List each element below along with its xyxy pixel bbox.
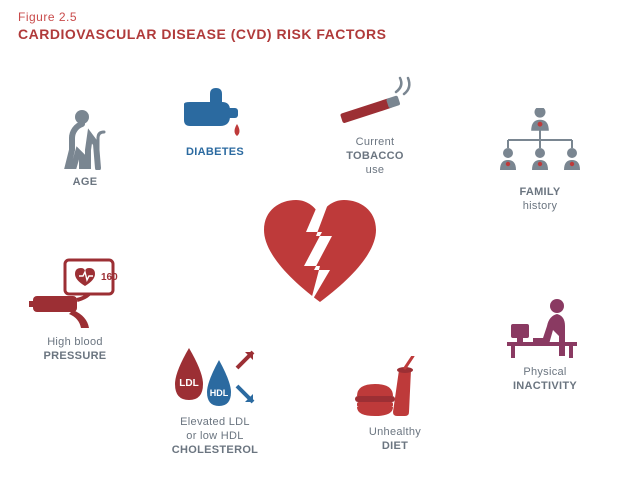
svg-text:HDL: HDL — [210, 388, 229, 398]
factor-label-line: Unhealthy — [369, 426, 421, 438]
person-at-desk-icon — [503, 298, 587, 360]
factor-pressure: 160 High blood PRESSURE — [10, 268, 140, 364]
factor-label-line: Physical — [523, 366, 566, 378]
factor-label-diet: Unhealthy DIET — [369, 426, 421, 454]
factor-cholesterol: LDL HDL Elevated LDL or low HDL CHOLESTERO… — [150, 348, 280, 457]
factor-label-inactivity: Physical INACTIVITY — [513, 366, 577, 394]
factor-label-line: DIET — [382, 440, 408, 452]
bp-cuff-icon: 160 — [29, 268, 121, 330]
factor-label-line: TOBACCO — [346, 150, 404, 162]
factor-label-line: or low HDL — [186, 430, 243, 442]
factor-diabetes: DIABETES — [150, 78, 280, 160]
factor-label-cholesterol: Elevated LDL or low HDL CHOLESTEROL — [172, 416, 258, 457]
factor-label-pressure: High blood PRESSURE — [44, 336, 107, 364]
factor-label-line: Current — [356, 136, 395, 148]
factor-label-line: PRESSURE — [44, 350, 107, 362]
factor-tobacco: Current TOBACCO use — [310, 68, 440, 177]
elderly-cane-icon — [58, 108, 112, 170]
factor-label-line: CHOLESTEROL — [172, 444, 258, 456]
factor-label-line: use — [366, 164, 385, 176]
ldl-hdl-drops-icon: LDL HDL — [167, 348, 263, 410]
factor-label-line: Elevated LDL — [180, 416, 250, 428]
factor-label-line: DIABETES — [186, 146, 244, 158]
burger-soda-icon — [353, 358, 437, 420]
factor-age: AGE — [20, 108, 150, 190]
cigarette-smoke-icon — [334, 68, 416, 130]
factor-label-line: history — [523, 200, 558, 212]
factor-label-tobacco: Current TOBACCO use — [346, 136, 404, 177]
header: Figure 2.5 CARDIOVASCULAR DISEASE (CVD) … — [0, 0, 640, 42]
factor-diet: Unhealthy DIET — [330, 358, 460, 454]
factor-inactivity: Physical INACTIVITY — [480, 298, 610, 394]
family-tree-icon — [492, 118, 588, 180]
factor-label-age: AGE — [73, 176, 98, 190]
broken-heart-icon — [260, 198, 380, 308]
figure-number: Figure 2.5 — [18, 10, 622, 24]
svg-text:160: 160 — [101, 272, 118, 283]
factor-label-family: FAMILY history — [519, 186, 560, 214]
factor-family: FAMILY history — [475, 118, 605, 214]
factor-label-line: AGE — [73, 176, 98, 188]
factor-label-line: High blood — [47, 336, 103, 348]
svg-text:LDL: LDL — [179, 378, 198, 389]
factor-label-diabetes: DIABETES — [186, 146, 244, 160]
factor-label-line: FAMILY — [519, 186, 560, 198]
diagram-canvas: AGE DIABETES Current TOBACCO use — [0, 48, 640, 502]
finger-blood-drop-icon — [180, 78, 250, 140]
factor-label-line: INACTIVITY — [513, 380, 577, 392]
figure-title: CARDIOVASCULAR DISEASE (CVD) RISK FACTOR… — [18, 26, 622, 42]
